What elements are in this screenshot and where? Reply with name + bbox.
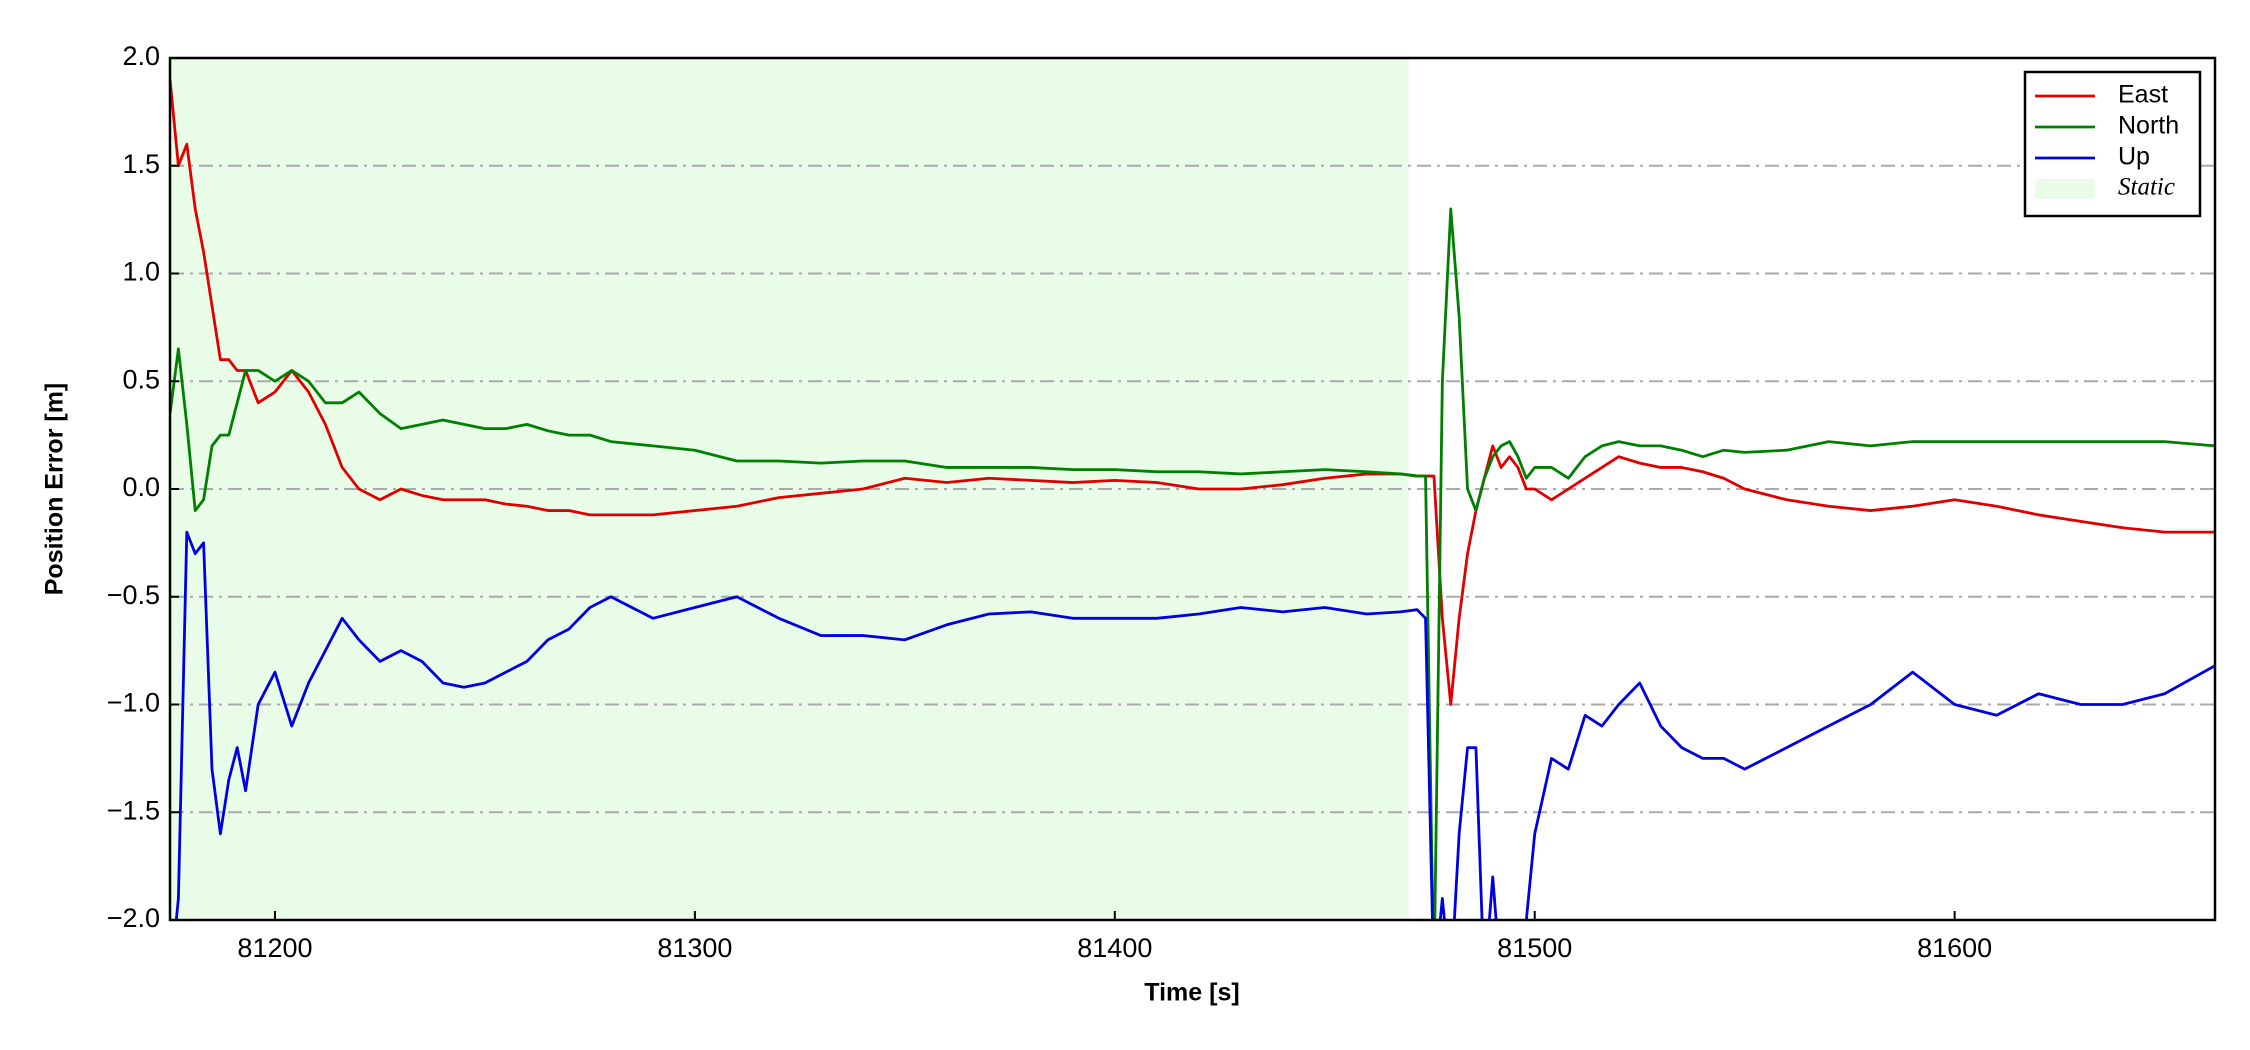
y-tick-label: −0.5 [107, 580, 160, 610]
y-tick-label: 1.0 [122, 257, 160, 287]
series-line [174, 530, 2215, 920]
legend-patch [2035, 179, 2095, 199]
series-line [170, 207, 2215, 920]
y-tick-label: −1.0 [107, 688, 160, 718]
x-tick-label: 81500 [1497, 933, 1572, 963]
x-tick-label: 81300 [657, 933, 732, 963]
axes-layer: −2.0 −1.5 −1.0 −0.5 0.0 0.5 1.0 1.5 2.0 81200 8130… [107, 41, 2217, 963]
y-tick-label: 0.0 [122, 472, 160, 502]
legend-label: East [2118, 81, 2168, 109]
y-axis-label: Position Error [m] [41, 383, 69, 596]
y-tick-label: 0.5 [122, 364, 160, 394]
x-axis-label: Time [s] [1144, 979, 1239, 1007]
y-tick-label: 1.5 [122, 149, 160, 179]
y-tick-label: −1.5 [107, 795, 160, 825]
legend-label: Static [2118, 174, 2175, 201]
legend-label: North [2118, 112, 2179, 140]
y-tick-label: 2.0 [122, 41, 160, 71]
x-tick-label: 81200 [237, 933, 312, 963]
legend-label: Up [2118, 143, 2150, 171]
lines-layer [170, 79, 2215, 920]
x-tick-label: 81600 [1917, 933, 1992, 963]
plot-frame [168, 56, 2217, 922]
y-tick-label: −2.0 [107, 903, 160, 933]
series-line [170, 79, 2215, 706]
x-tick-label: 81400 [1077, 933, 1152, 963]
